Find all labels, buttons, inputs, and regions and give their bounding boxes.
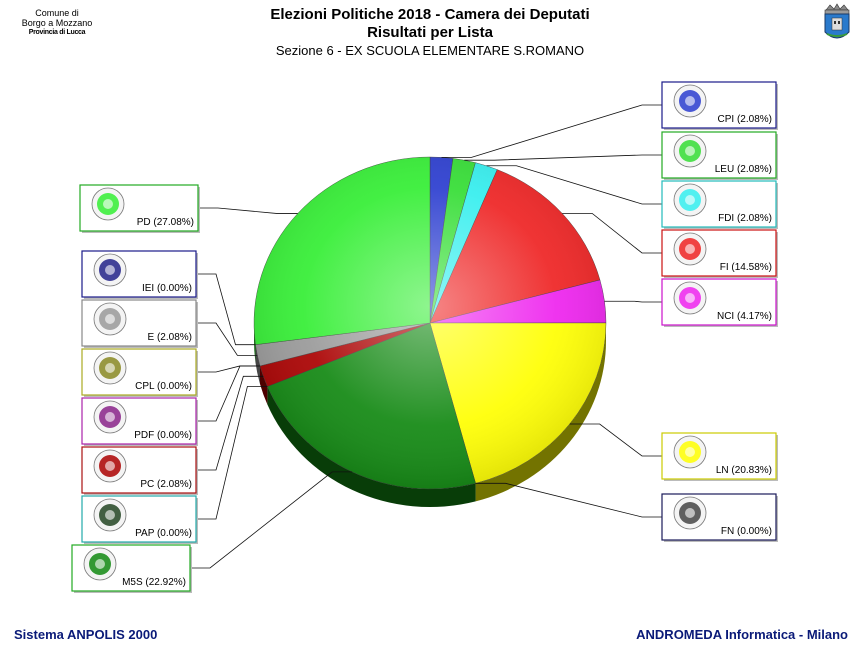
- callout-leu: LEU (2.08%): [661, 131, 778, 180]
- leader-line-pap: [196, 386, 268, 520]
- callout-label-pdf: PDF (0.00%): [134, 430, 192, 441]
- leader-line-pc: [196, 375, 264, 471]
- coat-of-arms-icon: [824, 3, 850, 39]
- leader-line-cpi: [441, 104, 662, 158]
- callout-label-leu: LEU (2.08%): [715, 164, 772, 175]
- callout-label-fdi: FDI (2.08%): [718, 213, 772, 224]
- callout-label-cpl: CPL (0.00%): [135, 381, 192, 392]
- callout-fi: FI (14.58%): [661, 229, 778, 278]
- callout-e: E (2.08%): [81, 299, 198, 348]
- callout-label-fi: FI (14.58%): [720, 262, 772, 273]
- callout-label-pap: PAP (0.00%): [135, 528, 192, 539]
- callout-label-nci: NCI (4.17%): [717, 311, 772, 322]
- footer-vendor-name: ANDROMEDA Informatica - Milano: [636, 627, 848, 642]
- casapound-icon: [673, 84, 707, 118]
- leader-line-nci: [604, 300, 662, 303]
- callout-label-ln: LN (20.83%): [716, 465, 772, 476]
- forza-nuova-icon: [673, 496, 707, 530]
- section-name: Sezione 6 - EX SCUOLA ELEMENTARE S.ROMAN…: [275, 43, 585, 58]
- liberi-uguali-icon: [673, 134, 707, 168]
- callout-pap: PAP (0.00%): [81, 495, 198, 544]
- leader-line-iei: [196, 273, 256, 346]
- partito-democratico-icon: [91, 187, 125, 221]
- civica-popolare-icon: [93, 351, 127, 385]
- municipality-header: Comune di Borgo a Mozzano Provincia di L…: [14, 8, 100, 38]
- callout-pd: PD (27.08%): [79, 184, 200, 233]
- leader-line-fn: [475, 482, 662, 518]
- title-block: Elezioni Politiche 2018 - Camera dei Dep…: [160, 6, 700, 59]
- leader-line-fdi: [486, 165, 662, 205]
- leader-line-pd: [198, 207, 298, 214]
- municipality-line1: Comune di: [35, 8, 79, 18]
- partito-comunista-icon: [93, 449, 127, 483]
- leader-line-e: [196, 322, 258, 356]
- callout-label-fn: FN (0.00%): [721, 526, 772, 537]
- callout-pdf: PDF (0.00%): [81, 397, 198, 446]
- leader-line-ln: [569, 423, 662, 457]
- movimento-5-stelle-icon: [83, 547, 117, 581]
- callout-label-e: E (2.08%): [148, 332, 192, 343]
- page-title: Elezioni Politiche 2018 - Camera dei Dep…: [270, 6, 590, 23]
- callout-pc: PC (2.08%): [81, 446, 198, 495]
- callout-ln: LN (20.83%): [661, 432, 778, 481]
- potere-al-popolo-icon: [93, 498, 127, 532]
- insieme-icon: [93, 253, 127, 287]
- page-subtitle: Risultati per Lista: [367, 24, 493, 41]
- leader-line-leu: [464, 154, 662, 161]
- callout-label-pc: PC (2.08%): [140, 479, 192, 490]
- callout-label-m5s: M5S (22.92%): [122, 577, 186, 588]
- leader-line-cpl: [196, 365, 260, 373]
- footer-system-name: Sistema ANPOLIS 2000: [14, 627, 158, 642]
- fratelli-italia-icon: [673, 183, 707, 217]
- municipality-name: Borgo a Mozzano: [21, 18, 93, 28]
- callout-fn: FN (0.00%): [661, 493, 778, 542]
- leader-line-pdf: [196, 365, 260, 422]
- callout-label-cpi: CPI (2.08%): [718, 114, 772, 125]
- leader-line-m5s: [190, 471, 353, 569]
- piu-europa-icon: [93, 302, 127, 336]
- popolo-famiglia-icon: [93, 400, 127, 434]
- forza-italia-icon: [673, 232, 707, 266]
- callout-nci: NCI (4.17%): [661, 278, 778, 327]
- callout-iei: IEI (0.00%): [81, 250, 198, 299]
- callout-label-iei: IEI (0.00%): [142, 283, 192, 294]
- callout-label-pd: PD (27.08%): [137, 217, 194, 228]
- province-name: Provincia di Lucca: [28, 29, 86, 36]
- callout-cpl: CPL (0.00%): [81, 348, 198, 397]
- lega-salvini-icon: [673, 435, 707, 469]
- callout-cpi: CPI (2.08%): [661, 81, 778, 130]
- pie-slice-pd: [253, 156, 431, 345]
- callout-fdi: FDI (2.08%): [661, 180, 778, 229]
- noi-con-italia-icon: [673, 281, 707, 315]
- callout-m5s: M5S (22.92%): [71, 544, 192, 593]
- leader-line-fi: [562, 213, 662, 254]
